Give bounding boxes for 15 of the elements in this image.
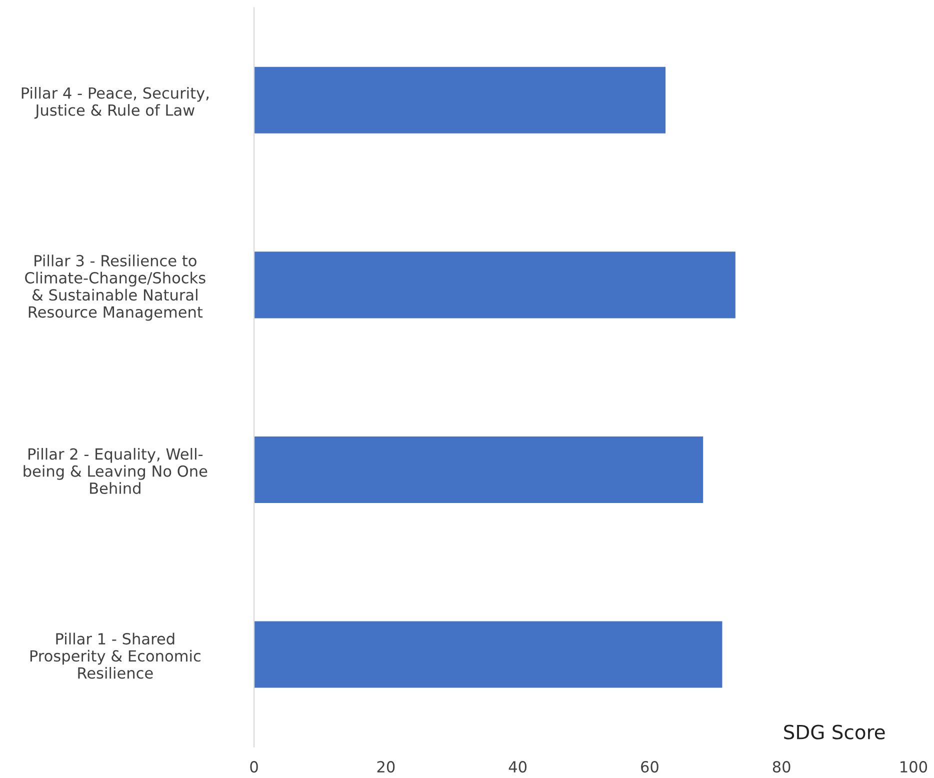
bar (254, 621, 722, 688)
x-tick-label: 20 (377, 761, 395, 773)
x-tick-label: 100 (900, 761, 928, 773)
x-tick-label: 60 (641, 761, 658, 773)
bar (254, 66, 666, 134)
x-tick-label: 0 (250, 761, 258, 773)
y-tick-label: Pillar 1 - Shared Prosperity & Economic Resilience (30, 632, 200, 679)
y-tick-label: Pillar 2 - Equality, Well- being & Leaving No One Behind (24, 448, 208, 494)
y-tick-label: Pillar 4 - Peace, Security, Justice & Rule of Law (22, 86, 208, 119)
x-axis-title: SDG Score (784, 724, 885, 740)
bar (254, 252, 736, 318)
x-tick-label: 40 (508, 761, 527, 773)
bar (254, 436, 704, 503)
y-tick-label: Pillar 3 - Resilience to Climate-Change/Shocks & Sustainable Natural Resource Management (25, 254, 206, 321)
x-tick-label: 80 (772, 761, 790, 773)
